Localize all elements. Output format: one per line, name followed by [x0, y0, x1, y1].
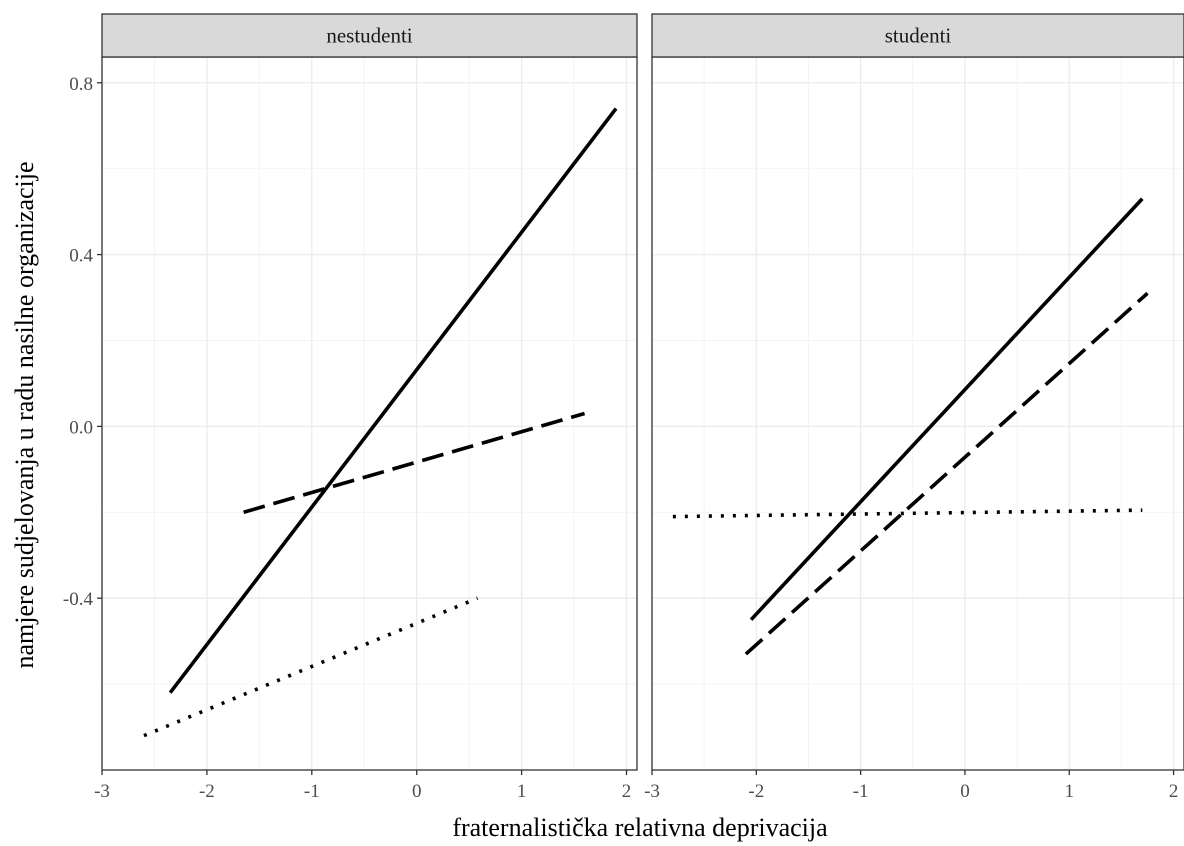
x-tick-label: 2: [622, 781, 632, 802]
y-tick-label: 0.4: [69, 246, 93, 267]
x-tick-label: -3: [94, 781, 110, 802]
y-axis-title: namjere sudjelovanja u radu nasilne orga…: [10, 161, 39, 668]
panel-background: [102, 57, 637, 770]
facet-strip-label: nestudenti: [326, 24, 412, 48]
y-tick-label: 0.8: [69, 74, 93, 95]
x-tick-label: 2: [1169, 781, 1179, 802]
facet-strip-label: studenti: [885, 24, 952, 48]
panel-nestudenti: nestudenti -3 -2 -1 0 1 2 -0.4 0.0 0.4 0.8: [63, 13, 638, 802]
x-tick-label: 0: [960, 781, 970, 802]
series-line-dashed: [744, 291, 1149, 656]
facet-strip: [101, 13, 638, 58]
series-line-dashed: [243, 411, 586, 515]
x-tick-label: -2: [748, 781, 764, 802]
x-axis-title: fraternalistička relativna deprivacija: [452, 813, 828, 842]
panel-background: [652, 57, 1184, 770]
x-tick-label: 0: [412, 781, 422, 802]
series-line-solid: [168, 107, 618, 694]
x-tick-label: 1: [517, 781, 527, 802]
y-tick-label: -0.4: [63, 589, 94, 610]
y-tick-label: 0.0: [69, 417, 93, 438]
x-tick-label: 1: [1065, 781, 1075, 802]
x-tick-label: -1: [853, 781, 869, 802]
x-tick-label: -2: [199, 781, 215, 802]
panels-layer: nestudenti -3 -2 -1 0 1 2 -0.4 0.0 0.4 0.8 studenti…: [63, 13, 1184, 802]
series-line-dotted: [143, 596, 479, 738]
panel-studenti: studenti -3 -2 -1 0 1 2: [644, 13, 1184, 802]
x-tick-label: -3: [644, 781, 660, 802]
facet-strip: [651, 13, 1184, 58]
x-tick-label: -1: [304, 781, 320, 802]
series-line-solid: [749, 197, 1144, 621]
